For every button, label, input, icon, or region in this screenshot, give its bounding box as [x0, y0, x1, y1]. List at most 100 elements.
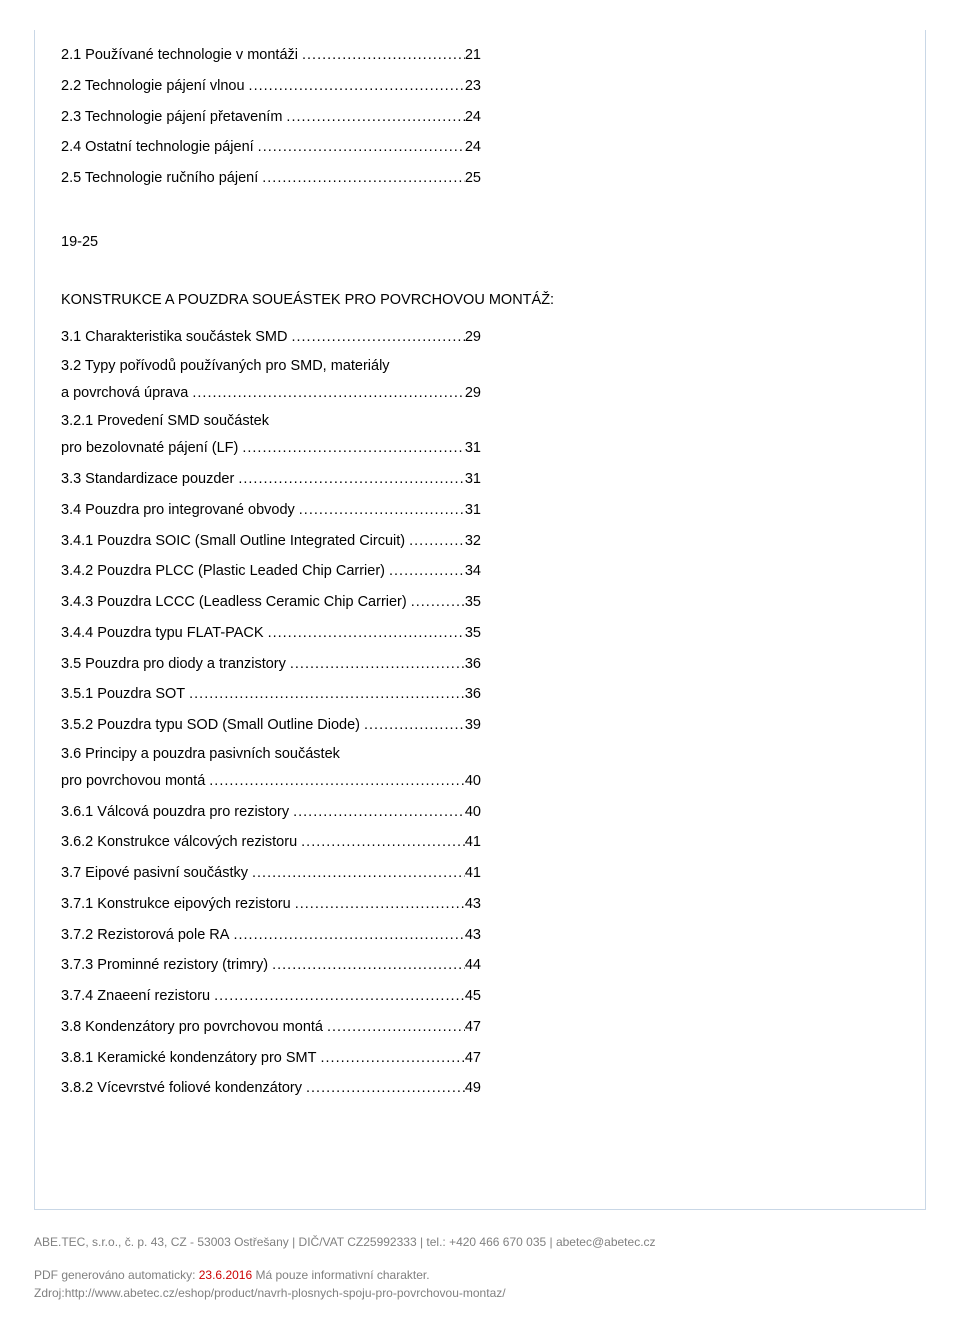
toc-label: 3.4.1 Pouzdra SOIC (Small Outline Integr…: [61, 531, 405, 553]
toc-leader: [385, 561, 465, 583]
toc-entry: 3.4.1 Pouzdra SOIC (Small Outline Integr…: [61, 531, 481, 553]
toc-page: 29: [465, 383, 481, 405]
toc-leader: [205, 771, 465, 793]
toc-page: 24: [465, 107, 481, 129]
toc-page: 44: [465, 955, 481, 977]
toc-label: 3.6.1 Válcová pouzdra pro rezistory: [61, 802, 289, 824]
toc-label: 2.1 Používané technologie v montáži: [61, 45, 298, 67]
toc-entry: 3.4.2 Pouzdra PLCC (Plastic Leaded Chip …: [61, 561, 481, 583]
toc-label: 3.8.1 Keramické kondenzátory pro SMT: [61, 1048, 316, 1070]
toc-leader: [405, 531, 465, 553]
toc-page: 43: [465, 894, 481, 916]
toc-page: 29: [465, 327, 481, 349]
toc-leader: [185, 684, 465, 706]
toc-leader: [289, 802, 465, 824]
toc-page: 23: [465, 76, 481, 98]
toc-entry: 3.5.2 Pouzdra typu SOD (Small Outline Di…: [61, 715, 481, 737]
toc-entry: 3.4.4 Pouzdra typu FLAT-PACK 35: [61, 623, 481, 645]
toc-page: 47: [465, 1048, 481, 1070]
toc-entry: 3.7.2 Rezistorová pole RA 43: [61, 925, 481, 947]
toc-label: pro bezolovnaté pájení (LF): [61, 438, 238, 460]
toc-entry: 3.5 Pouzdra pro diody a tranzistory 36: [61, 654, 481, 676]
toc-label: 2.2 Technologie pájení vlnou: [61, 76, 245, 98]
toc-page: 41: [465, 832, 481, 854]
toc-label: 3.4 Pouzdra pro integrované obvody: [61, 500, 295, 522]
toc-entry: pro bezolovnaté pájení (LF) 31: [61, 438, 481, 460]
toc-label: pro povrchovou montá: [61, 771, 205, 793]
toc-label: 3.6.2 Konstrukce válcových rezistoru: [61, 832, 297, 854]
toc-leader: [360, 715, 465, 737]
toc-entry: 3.6.1 Válcová pouzdra pro rezistory 40: [61, 802, 481, 824]
toc-label: 3.4.3 Pouzdra LCCC (Leadless Ceramic Chi…: [61, 592, 407, 614]
toc-leader: [254, 137, 465, 159]
toc-label: 3.3 Standardizace pouzder: [61, 469, 234, 491]
toc-entry: 2.5 Technologie ručního pájení 25: [61, 168, 481, 190]
toc-page: 25: [465, 168, 481, 190]
toc-label: 3.4.4 Pouzdra typu FLAT-PACK: [61, 623, 264, 645]
toc-label: 3.7 Eipové pasivní součástky: [61, 863, 248, 885]
toc-page: 39: [465, 715, 481, 737]
toc-entry: 3.5.1 Pouzdra SOT 36: [61, 684, 481, 706]
toc-leader: [248, 863, 465, 885]
toc-page: 31: [465, 438, 481, 460]
toc-entry: 3.8 Kondenzátory pro povrchovou montá 47: [61, 1017, 481, 1039]
footer-gen-suffix: Má pouze informativní charakter.: [252, 1268, 429, 1282]
toc-label: 3.7.4 Znaeení rezistoru: [61, 986, 210, 1008]
toc-page: 35: [465, 592, 481, 614]
footer-source: Zdroj:http://www.abetec.cz/eshop/product…: [34, 1284, 926, 1303]
page-footer: ABE.TEC, s.r.o., č. p. 43, CZ - 53003 Os…: [34, 1233, 926, 1303]
toc-entry: 2.4 Ostatní technologie pájení 24: [61, 137, 481, 159]
toc-entry: 3.8.1 Keramické kondenzátory pro SMT 47: [61, 1048, 481, 1070]
toc-leader: [295, 500, 465, 522]
section-range: 19-25: [61, 234, 899, 250]
toc-page: 34: [465, 561, 481, 583]
toc-page: 43: [465, 925, 481, 947]
toc-leader: [323, 1017, 465, 1039]
toc-label: 3.5.1 Pouzdra SOT: [61, 684, 185, 706]
footer-source-link[interactable]: http://www.abetec.cz/eshop/product/navrh…: [65, 1286, 506, 1300]
toc-leader: [291, 894, 465, 916]
toc-page: 40: [465, 802, 481, 824]
toc-entry-line1: 3.6 Principy a pouzdra pasivních součást…: [61, 746, 899, 762]
toc-entry: 2.2 Technologie pájení vlnou 23: [61, 76, 481, 98]
toc-leader: [245, 76, 465, 98]
toc-leader: [282, 107, 464, 129]
toc-page: 41: [465, 863, 481, 885]
toc-page: 47: [465, 1017, 481, 1039]
toc-label: 2.4 Ostatní technologie pájení: [61, 137, 254, 159]
toc-leader: [264, 623, 465, 645]
toc-label: 3.5 Pouzdra pro diody a tranzistory: [61, 654, 286, 676]
toc-leader: [258, 168, 465, 190]
toc-leader: [286, 654, 465, 676]
toc-entry: 3.7.1 Konstrukce eipových rezistoru 43: [61, 894, 481, 916]
section-heading: KONSTRUKCE A POUZDRA SOUEÁSTEK PRO POVRC…: [61, 292, 899, 308]
toc-page: 40: [465, 771, 481, 793]
toc-entry: 3.7 Eipové pasivní součástky 41: [61, 863, 481, 885]
toc-leader: [297, 832, 465, 854]
toc-label: 3.1 Charakteristika součástek SMD: [61, 327, 287, 349]
footer-gen-date: 23.6.2016: [199, 1268, 252, 1282]
toc-leader: [298, 45, 465, 67]
toc-entry-line1: 3.2.1 Provedení SMD součástek: [61, 413, 899, 429]
toc-page: 36: [465, 654, 481, 676]
toc-label: 2.5 Technologie ručního pájení: [61, 168, 258, 190]
toc-leader: [316, 1048, 464, 1070]
toc-page: 32: [465, 531, 481, 553]
toc-entry-line1: 3.2 Typy pořívodů používaných pro SMD, m…: [61, 358, 899, 374]
toc-entry: 2.1 Používané technologie v montáži 21: [61, 45, 481, 67]
toc-page: 31: [465, 469, 481, 491]
toc-entry: pro povrchovou montá 40: [61, 771, 481, 793]
toc-leader: [238, 438, 465, 460]
toc-page: 49: [465, 1078, 481, 1100]
toc-entry: a povrchová úprava 29: [61, 383, 481, 405]
toc-label: a povrchová úprava: [61, 383, 188, 405]
toc-page: 21: [465, 45, 481, 67]
toc-label: 3.7.3 Prominné rezistory (trimry): [61, 955, 268, 977]
toc-page: 35: [465, 623, 481, 645]
toc-label: 3.5.2 Pouzdra typu SOD (Small Outline Di…: [61, 715, 360, 737]
toc-leader: [407, 592, 465, 614]
toc-entry: 2.3 Technologie pájení přetavením 24: [61, 107, 481, 129]
toc-entry: 3.1 Charakteristika součástek SMD 29: [61, 327, 481, 349]
toc-leader: [229, 925, 464, 947]
toc-entry: 3.4.3 Pouzdra LCCC (Leadless Ceramic Chi…: [61, 592, 481, 614]
